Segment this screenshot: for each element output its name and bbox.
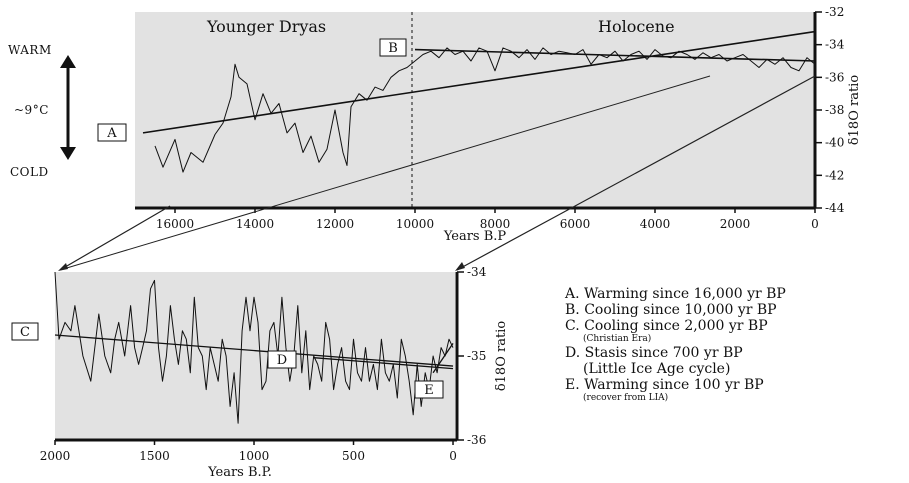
label-box-a — [97, 123, 127, 142]
label-d-text: D — [277, 353, 287, 368]
top-x-tick-label: 2000 — [720, 217, 751, 231]
bottom-x-axis-label: Years B.P. — [207, 465, 272, 480]
top-y-tick-label: -40 — [825, 136, 844, 150]
bottom-x-tick-label: 0 — [449, 449, 457, 463]
top-x-ticks: 16000 14000 12000 10000 8000 6000 4000 2000 0 — [156, 208, 819, 231]
bottom-plot-area — [55, 272, 455, 440]
top-x-tick-label: 16000 — [156, 217, 194, 231]
legend-note-d: (Little Ice Age cycle) — [583, 361, 731, 377]
label-box-c — [11, 322, 39, 341]
era-label-holocene: Holocene — [598, 17, 675, 36]
top-y-tick-label: -32 — [825, 5, 844, 19]
temperature-label: ~9°C — [14, 103, 49, 117]
temperature-scale: WARM ~9°C COLD — [8, 43, 76, 179]
bottom-y-tick-label: -36 — [467, 433, 486, 447]
legend-item-b: B. Cooling since 10,000 yr BP — [565, 302, 777, 318]
top-x-tick-label: 4000 — [640, 217, 671, 231]
connector-line-2 — [59, 75, 711, 271]
connector-line-3 — [456, 75, 816, 271]
top-x-tick-label: 10000 — [396, 217, 434, 231]
label-a-text: A — [106, 126, 117, 141]
legend-item-c: C. Cooling since 2,000 yr BP — [565, 318, 768, 334]
top-y-ticks: -32 -34 -36 -38 -40 -42 -44 — [815, 5, 845, 215]
legend-item-e: E. Warming since 100 yr BP — [565, 377, 764, 393]
top-series-line-0 — [154, 47, 816, 173]
bottom-x-ticks: 2000 1500 1000 500 0 — [40, 440, 457, 463]
bottom-series-line-0 — [54, 271, 454, 424]
top-x-tick-label: 8000 — [480, 217, 511, 231]
top-x-axis-label: Years B.P — [443, 229, 507, 244]
zoom-connectors — [58, 75, 816, 271]
bottom-y-axis-label: δ18O ratio — [494, 321, 509, 392]
bottom-trend-line-c — [54, 334, 454, 367]
label-box-b — [379, 38, 407, 57]
legend-item-a: A. Warming since 16,000 yr BP — [565, 286, 786, 302]
bottom-y-tick-label: -35 — [467, 349, 486, 363]
label-e-text: E — [424, 383, 434, 398]
top-trend-line-a — [142, 30, 816, 134]
bottom-trend-line-d — [313, 357, 454, 370]
arrow-up-icon — [60, 55, 76, 68]
top-y-tick-label: -44 — [825, 201, 845, 215]
label-box-e — [414, 380, 444, 399]
label-box-d — [267, 350, 297, 369]
warm-label: WARM — [8, 43, 52, 57]
legend-note-e: (recover from LIA) — [583, 393, 669, 403]
arrow-down-icon — [60, 147, 76, 160]
bottom-x-tick-label: 2000 — [40, 449, 71, 463]
bottom-x-tick-label: 1000 — [239, 449, 270, 463]
connector-arrowhead-3 — [455, 262, 465, 271]
top-x-tick-label: 12000 — [316, 217, 354, 231]
era-label-younger-dryas: Younger Dryas — [206, 17, 326, 36]
bottom-y-ticks: -34 -35 -36 — [457, 265, 487, 447]
bottom-x-tick-label: 500 — [342, 449, 365, 463]
top-x-tick-label: 6000 — [560, 217, 591, 231]
bottom-chart: 2000 1500 1000 500 0 -34 -35 -36 Years B.P. δ1… — [11, 265, 509, 480]
top-x-tick-label: 0 — [811, 217, 819, 231]
bottom-y-tick-label: -34 — [467, 265, 487, 279]
top-chart: Younger Dryas Holocene 16000 14000 12000 10… — [97, 5, 862, 244]
legend: A. Warming since 16,000 yr BP B. Cooling… — [565, 286, 905, 404]
top-y-axis-label: δ18O ratio — [847, 75, 862, 146]
top-y-tick-label: -38 — [825, 103, 844, 117]
bottom-x-tick-label: 1500 — [139, 449, 170, 463]
label-c-text: C — [20, 325, 30, 340]
top-series — [154, 47, 816, 173]
top-y-tick-label: -42 — [825, 168, 844, 182]
label-b-text: B — [388, 41, 398, 56]
top-y-tick-label: -36 — [825, 70, 844, 84]
connector-line-1 — [59, 205, 171, 271]
connector-arrowhead-1 — [58, 263, 68, 271]
legend-note-c: (Christian Era) — [583, 334, 652, 344]
bottom-series — [54, 271, 454, 424]
top-plot-area — [135, 12, 815, 208]
cold-label: COLD — [10, 165, 49, 179]
top-x-tick-label: 14000 — [236, 217, 274, 231]
top-y-tick-label: -34 — [825, 38, 845, 52]
legend-item-d: D. Stasis since 700 yr BP — [565, 345, 743, 361]
